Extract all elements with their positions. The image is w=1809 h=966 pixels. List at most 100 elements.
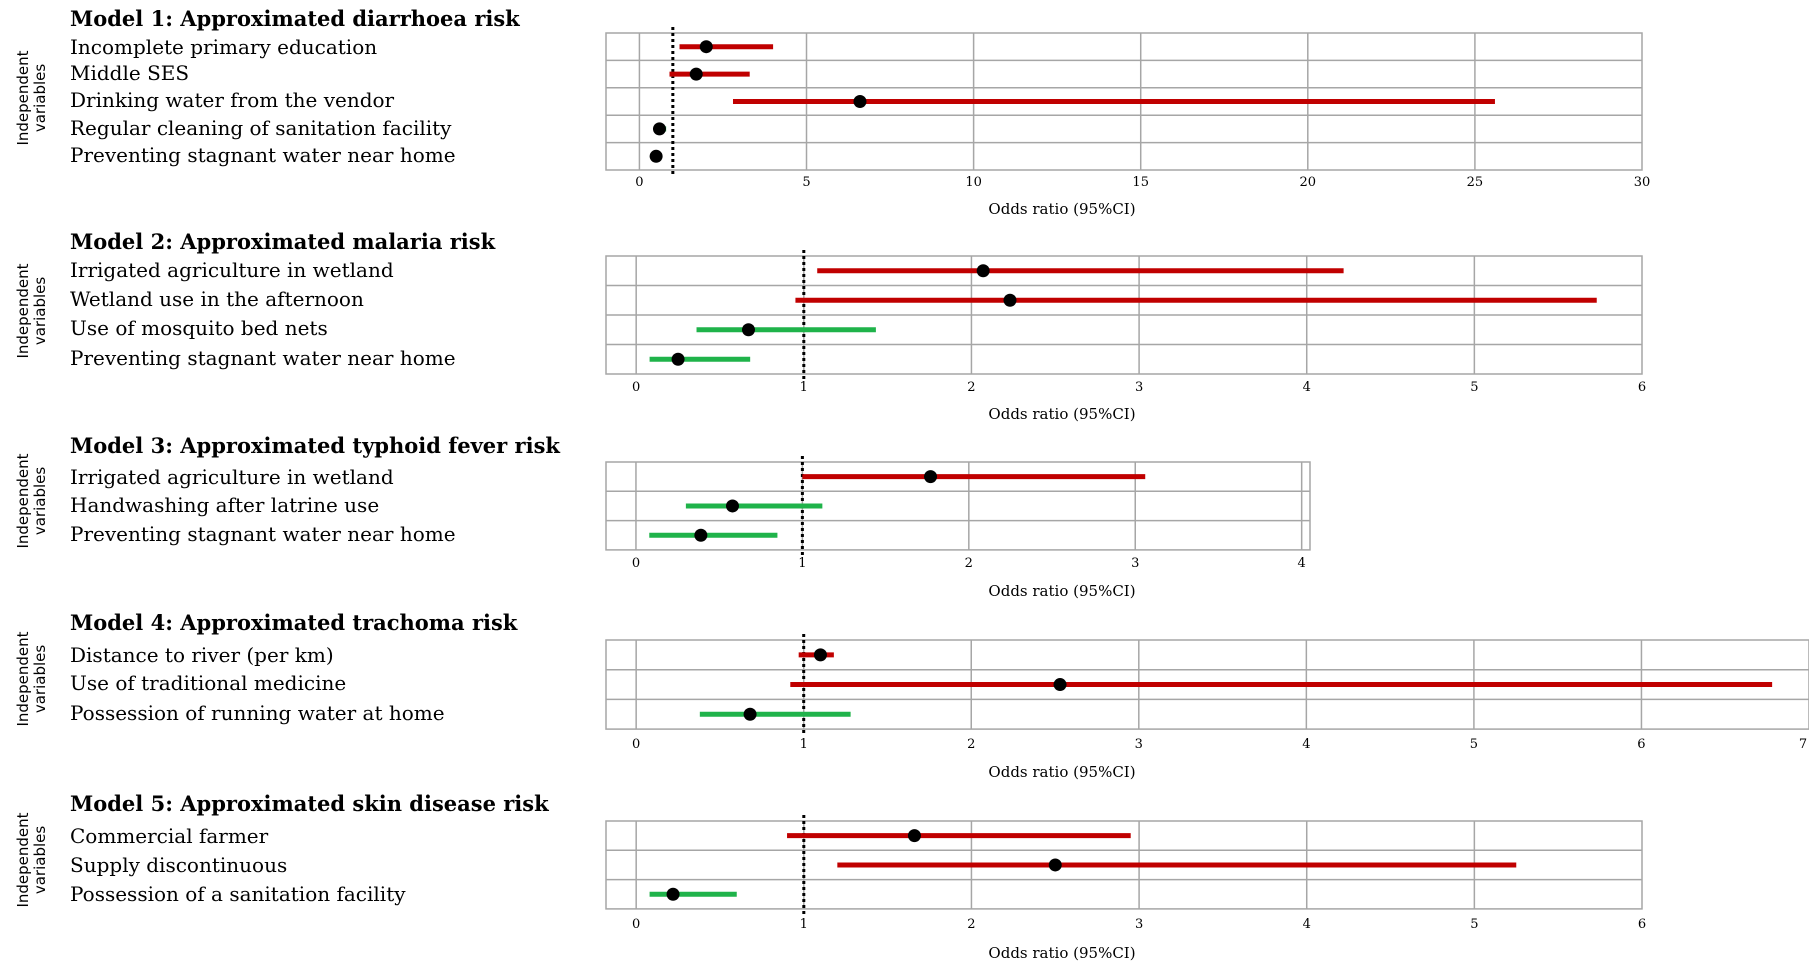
estimate-point [853,95,867,108]
variable-label: Incomplete primary education [70,35,377,59]
x-tick-label: 5 [1470,380,1478,395]
model-panel-3: Independentvariables Model 3: Approximate… [14,433,1311,600]
plot-frame [605,32,1643,171]
plot-frame [605,461,1311,551]
model-panel-1: Independentvariables Model 1: Approximate… [14,6,1650,218]
y-axis-label-line: variables [31,64,49,133]
y-axis-label-line: Independent [14,263,32,358]
estimate-point [699,40,713,54]
model-title: Model 3: Approximated typhoid fever risk [70,433,560,458]
plot-frame [605,820,1643,910]
variable-label: Handwashing after latrine use [70,493,379,517]
y-axis-label-line: Independent [14,812,32,907]
x-tick-label: 5 [802,175,810,190]
x-tick-label: 4 [1302,737,1310,752]
x-tick-label: 30 [1634,175,1651,190]
y-axis-label: Independentvariables [14,453,49,548]
x-tick-label: 0 [632,737,640,752]
x-axis-title: Odds ratio (95%CI) [988,944,1135,962]
estimate-point [725,499,739,513]
variable-label: Preventing stagnant water near home [70,522,456,546]
x-tick-label: 1 [800,917,808,932]
x-tick-label: 6 [1637,737,1645,752]
x-axis-title: Odds ratio (95%CI) [988,763,1135,781]
x-tick-label: 3 [1131,556,1139,571]
variable-label: Supply discontinuous [70,853,287,877]
variable-label: Use of traditional medicine [70,671,346,695]
model-panel-2: Independentvariables Model 2: Approximate… [14,229,1646,423]
x-axis-title: Odds ratio (95%CI) [988,200,1135,218]
model-title: Model 1: Approximated diarrhoea risk [70,6,520,31]
x-tick-label: 15 [1132,175,1149,190]
model-panel-4: Independentvariables Model 4: Approximate… [14,610,1809,781]
x-tick-label: 2 [967,917,975,932]
variable-label: Possession of running water at home [70,701,445,725]
estimate-point [976,264,990,278]
estimate-point [907,829,921,843]
x-tick-label: 5 [1470,917,1478,932]
variable-label: Wetland use in the afternoon [70,287,364,311]
x-axis-title: Odds ratio (95%CI) [988,582,1135,600]
x-tick-label: 5 [1470,737,1478,752]
x-tick-label: 7 [1799,737,1807,752]
estimate-point [694,528,708,542]
plot-frame [605,639,1809,730]
x-tick-label: 4 [1303,380,1311,395]
y-axis-label-line: variables [31,467,49,536]
x-tick-label: 2 [965,556,973,571]
y-axis-label-line: variables [31,645,49,714]
estimate-point [671,352,685,366]
y-axis-label: Independentvariables [14,263,49,358]
variable-label: Middle SES [70,61,189,85]
estimate-point [813,648,827,662]
variable-label: Preventing stagnant water near home [70,143,456,167]
x-tick-label: 3 [1135,917,1143,932]
estimate-point [689,67,703,81]
x-axis-title: Odds ratio (95%CI) [988,405,1135,423]
x-tick-label: 1 [800,737,808,752]
estimate-point [924,470,938,484]
variable-label: Irrigated agriculture in wetland [70,465,394,489]
x-tick-label: 0 [632,917,640,932]
estimate-point [1003,293,1017,307]
x-tick-label: 1 [800,380,808,395]
y-axis-label-line: variables [31,826,49,895]
variable-label: Irrigated agriculture in wetland [70,258,394,282]
estimate-point [741,323,755,337]
x-tick-label: 0 [632,556,640,571]
x-tick-label: 0 [635,175,643,190]
estimate-point [652,122,666,136]
x-tick-label: 1 [798,556,806,571]
variable-label: Distance to river (per km) [70,643,334,667]
model-panel-5: Independentvariables Model 5: Approximate… [14,791,1646,962]
x-tick-label: 3 [1135,380,1143,395]
x-tick-label: 6 [1638,917,1646,932]
model-title: Model 2: Approximated malaria risk [70,229,496,254]
model-title: Model 5: Approximated skin disease risk [70,791,549,816]
y-axis-label-line: Independent [14,453,32,548]
y-axis-label-line: variables [31,277,49,346]
y-axis-label-line: Independent [14,631,32,726]
estimate-point [1053,678,1067,692]
variable-label: Possession of a sanitation facility [70,882,406,906]
variable-label: Drinking water from the vendor [70,88,395,112]
estimate-point [649,149,663,163]
x-tick-label: 10 [965,175,982,190]
estimate-point [666,887,680,901]
x-tick-label: 0 [632,380,640,395]
x-tick-label: 2 [967,737,975,752]
x-tick-label: 4 [1298,556,1306,571]
estimate-point [1048,858,1062,872]
variable-label: Commercial farmer [70,824,269,848]
variable-label: Preventing stagnant water near home [70,346,456,370]
y-axis-label: Independentvariables [14,812,49,907]
y-axis-label: Independentvariables [14,631,49,726]
x-tick-label: 25 [1467,175,1484,190]
y-axis-label-line: Independent [14,50,32,145]
estimate-point [743,707,757,721]
model-title: Model 4: Approximated trachoma risk [70,610,518,635]
variable-label: Use of mosquito bed nets [70,316,328,340]
x-tick-label: 4 [1303,917,1311,932]
y-axis-label: Independentvariables [14,50,49,145]
